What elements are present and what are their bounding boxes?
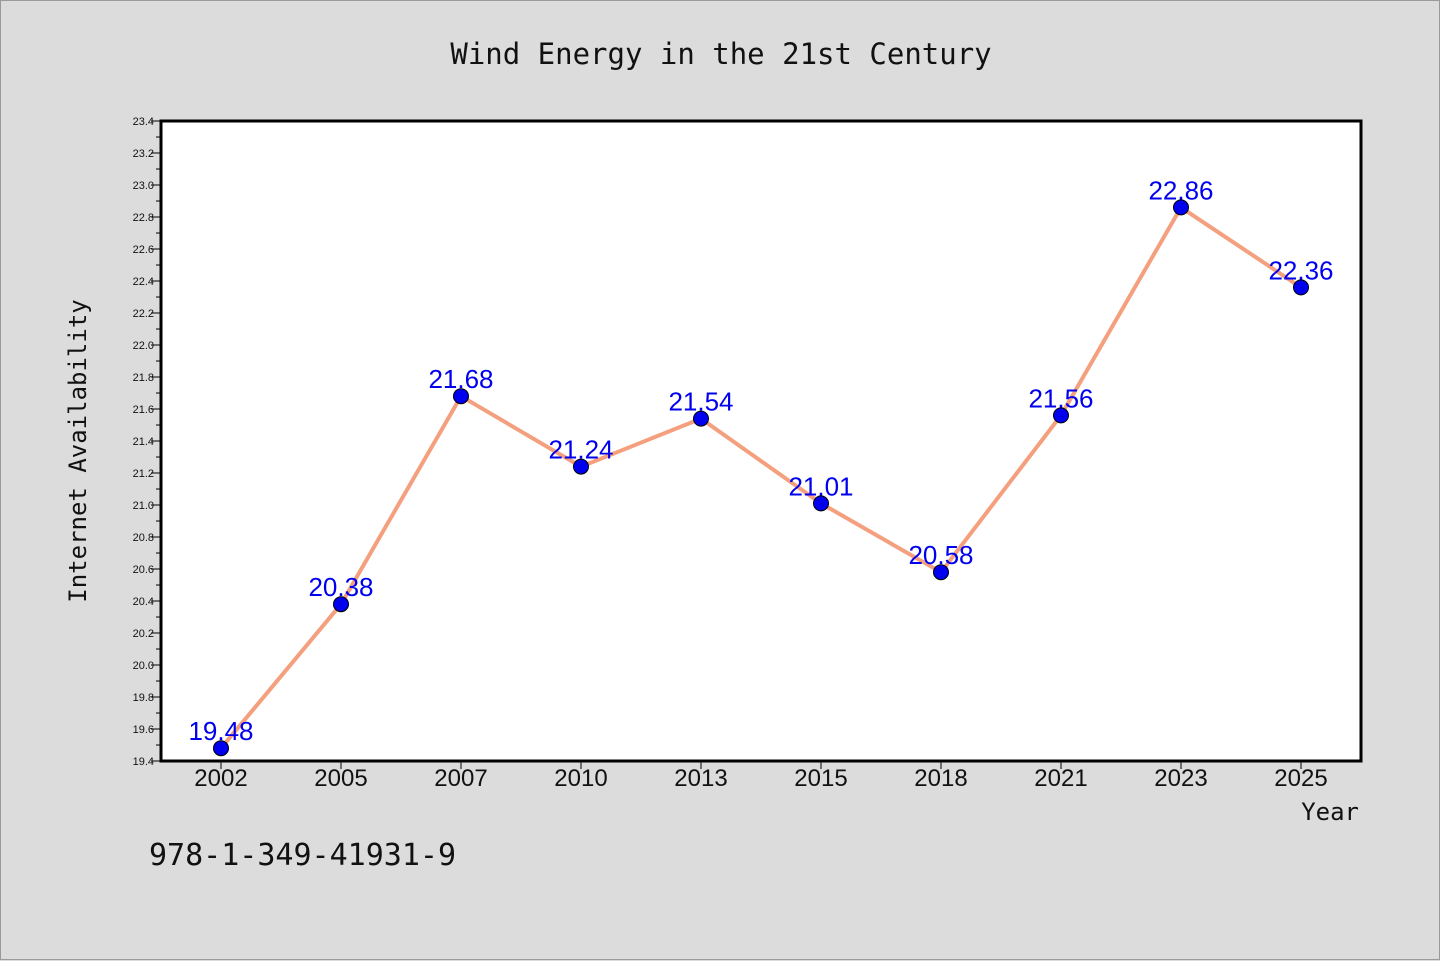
y-tick-label: 22.2 [133, 308, 154, 320]
plot-border [159, 119, 1363, 763]
data-point [693, 410, 709, 427]
x-tick-label: 2025 [1274, 765, 1327, 792]
data-label: 21.56 [1028, 383, 1093, 413]
data-label: 21.68 [428, 364, 493, 394]
data-point [333, 596, 349, 613]
x-tick-label: 2007 [434, 765, 487, 792]
y-tick-label: 21.4 [133, 436, 154, 448]
y-tick-label: 23.2 [133, 148, 154, 160]
x-tick-label: 2018 [914, 765, 967, 792]
data-label: 19.48 [188, 716, 253, 746]
data-point [1173, 199, 1189, 216]
x-tick-label: 2010 [554, 765, 607, 792]
y-tick-label: 20.0 [133, 660, 154, 672]
y-tick-label: 20.6 [133, 564, 154, 576]
x-tick-label: 2015 [794, 765, 847, 792]
y-axis-label: Internet Availability [64, 299, 92, 602]
series-markers [213, 199, 1309, 757]
data-label: 22.36 [1268, 255, 1333, 285]
data-label: 20.58 [908, 540, 973, 570]
y-tick-label: 21.0 [133, 500, 154, 512]
y-tick-label: 19.6 [133, 724, 154, 736]
x-tick-label: 2013 [674, 765, 727, 792]
data-label: 20.38 [308, 572, 373, 602]
chart-title: Wind Energy in the 21st Century [450, 37, 991, 71]
y-tick-label: 21.2 [133, 468, 154, 480]
series-line [219, 205, 1303, 750]
y-tick-label: 21.8 [133, 372, 154, 384]
y-tick-label: 22.4 [133, 276, 154, 288]
y-tick-label: 22.6 [133, 244, 154, 256]
y-tick-label: 19.8 [133, 692, 154, 704]
y-tick-label: 23.4 [133, 116, 154, 128]
y-tick-label: 19.4 [133, 756, 154, 768]
data-point [213, 740, 229, 757]
isbn-text: 978-1-349-41931-9 [149, 838, 456, 873]
x-axis: 2002 2005 2007 2010 2013 2015 2018 2021 2023 2025 [194, 761, 1328, 792]
y-tick-label: 20.8 [133, 532, 154, 544]
y-axis: 19.4 19.6 19.8 20.0 20.2 20.4 20.6 20.8 21.0 21.2… [133, 116, 161, 768]
x-tick-label: 2002 [194, 765, 247, 792]
x-axis-label: Year [1301, 798, 1359, 826]
data-point [933, 564, 949, 581]
y-tick-label: 22.0 [133, 340, 154, 352]
data-label: 21.24 [548, 435, 613, 465]
data-point [453, 388, 469, 405]
data-point [1293, 279, 1309, 296]
y-tick-label: 20.2 [133, 628, 154, 640]
data-label: 21.54 [668, 387, 733, 417]
data-point [573, 458, 589, 475]
data-label: 22.86 [1148, 175, 1213, 205]
x-tick-label: 2021 [1034, 765, 1087, 792]
y-tick-label: 21.6 [133, 404, 154, 416]
y-tick-label: 20.4 [133, 596, 154, 608]
data-point [813, 495, 829, 512]
plot-area [161, 121, 1361, 761]
data-point [1053, 407, 1069, 424]
x-tick-label: 2023 [1154, 765, 1207, 792]
data-label: 21.01 [788, 471, 853, 501]
x-tick-label: 2005 [314, 765, 367, 792]
data-labels: 19.48 20.38 21.68 21.24 21.54 21.01 20.58 21.56… [188, 175, 1333, 746]
y-tick-label: 22.8 [133, 212, 154, 224]
y-tick-label: 23.0 [133, 180, 154, 192]
